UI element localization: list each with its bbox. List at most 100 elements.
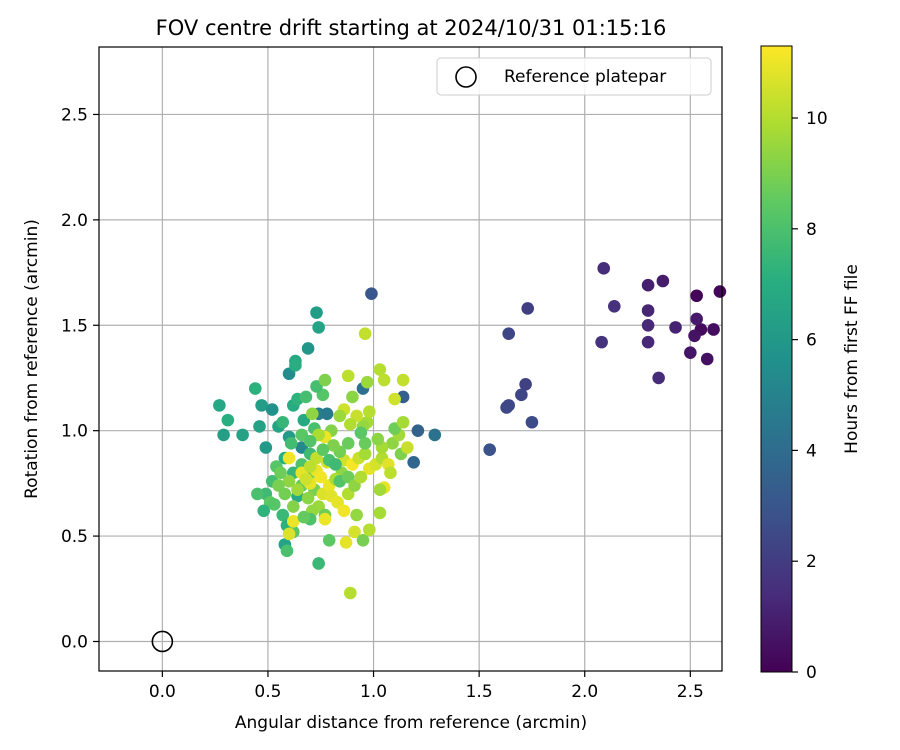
data-points xyxy=(213,262,727,600)
data-point xyxy=(713,285,727,298)
data-point xyxy=(348,525,361,539)
data-point xyxy=(521,302,535,315)
data-point xyxy=(515,388,528,402)
data-point xyxy=(652,371,665,385)
data-point xyxy=(322,533,336,547)
data-point xyxy=(690,312,703,326)
colorbar-tick-label: 4 xyxy=(806,441,817,461)
data-point xyxy=(356,533,370,547)
chart-title: FOV centre drift starting at 2024/10/31 … xyxy=(156,16,667,40)
y-tick-label: 2.0 xyxy=(61,211,88,231)
data-point xyxy=(276,508,290,522)
y-tick-label: 0.5 xyxy=(61,527,88,547)
data-point xyxy=(253,420,266,433)
data-point xyxy=(358,447,372,461)
data-point xyxy=(641,278,655,292)
data-point xyxy=(282,527,296,541)
data-point xyxy=(303,434,317,448)
data-point xyxy=(684,346,697,359)
data-point xyxy=(341,369,355,383)
data-point xyxy=(299,472,313,486)
data-point xyxy=(360,375,374,389)
x-tick-label: 1.0 xyxy=(360,682,387,702)
data-point xyxy=(248,382,262,395)
y-tick-label: 1.0 xyxy=(61,422,88,442)
data-point xyxy=(301,342,315,355)
data-point xyxy=(595,335,608,349)
data-point xyxy=(358,327,372,341)
data-point xyxy=(483,443,496,456)
data-point xyxy=(428,428,442,442)
colorbar-tick-label: 8 xyxy=(806,220,817,240)
data-point xyxy=(519,377,532,391)
data-point xyxy=(411,424,425,437)
legend-box xyxy=(436,57,712,96)
colorbar: 0 2 4 6 8 10 Hours from first FF file xyxy=(760,45,862,683)
data-point xyxy=(377,373,391,387)
y-tick-label: 0.0 xyxy=(61,632,88,652)
data-point xyxy=(669,321,682,334)
data-point xyxy=(282,474,296,488)
data-point xyxy=(299,390,313,404)
data-point xyxy=(221,413,235,427)
data-point xyxy=(346,390,359,404)
colorbar-tick-label: 0 xyxy=(806,663,817,683)
colorbar-tick-label: 2 xyxy=(806,552,817,572)
data-point xyxy=(373,363,387,376)
data-point xyxy=(341,437,355,450)
data-point xyxy=(700,352,714,366)
data-point xyxy=(280,544,294,558)
y-axis-label: Rotation from reference (arcmin) xyxy=(22,219,42,499)
data-point xyxy=(525,415,539,429)
data-point xyxy=(312,321,325,334)
data-point xyxy=(373,483,387,497)
x-tick-label: 1.5 xyxy=(466,682,493,702)
data-point xyxy=(286,515,300,528)
x-tick-label: 0.0 xyxy=(149,682,176,702)
data-point xyxy=(213,399,226,412)
data-point xyxy=(276,415,290,429)
data-point xyxy=(502,327,516,341)
data-point xyxy=(327,439,340,452)
y-axis-ticks: 0.0 0.5 1.0 1.5 2.0 2.5 xyxy=(61,105,99,652)
data-point xyxy=(314,470,328,484)
data-point xyxy=(297,510,311,524)
data-point xyxy=(301,491,315,505)
y-tick-label: 1.5 xyxy=(61,316,88,336)
data-point xyxy=(597,262,611,275)
data-point xyxy=(339,536,353,549)
data-point xyxy=(388,392,401,406)
data-point xyxy=(267,498,281,511)
data-point xyxy=(284,437,298,450)
data-point xyxy=(371,432,385,446)
data-point xyxy=(320,407,334,421)
data-point xyxy=(384,466,397,480)
colorbar-ticks: 0 2 4 6 8 10 xyxy=(792,109,828,683)
x-tick-label: 2.0 xyxy=(571,682,598,702)
data-point xyxy=(707,323,720,336)
x-tick-label: 0.5 xyxy=(254,682,281,702)
y-tick-label: 2.5 xyxy=(61,105,88,125)
plot-frame xyxy=(98,46,723,672)
data-point xyxy=(291,483,304,497)
data-point xyxy=(318,512,332,526)
data-point xyxy=(344,586,357,600)
data-point xyxy=(641,304,655,317)
data-point xyxy=(396,373,410,387)
data-point xyxy=(641,335,655,349)
data-point xyxy=(500,401,513,414)
legend-marker-open-circle xyxy=(455,66,477,88)
data-point xyxy=(354,426,368,440)
grid xyxy=(99,47,722,671)
colorbar-tick-label: 10 xyxy=(806,109,828,129)
data-point xyxy=(278,487,292,501)
data-point xyxy=(641,318,655,332)
data-point xyxy=(690,289,703,303)
legend: Reference platepar xyxy=(436,57,712,96)
data-point xyxy=(329,458,342,471)
x-axis-ticks: 0.0 0.5 1.0 1.5 2.0 2.5 xyxy=(149,671,704,702)
colorbar-label: Hours from first FF file xyxy=(842,264,862,454)
data-point xyxy=(286,500,300,513)
reference-platepar-marker xyxy=(151,630,174,653)
